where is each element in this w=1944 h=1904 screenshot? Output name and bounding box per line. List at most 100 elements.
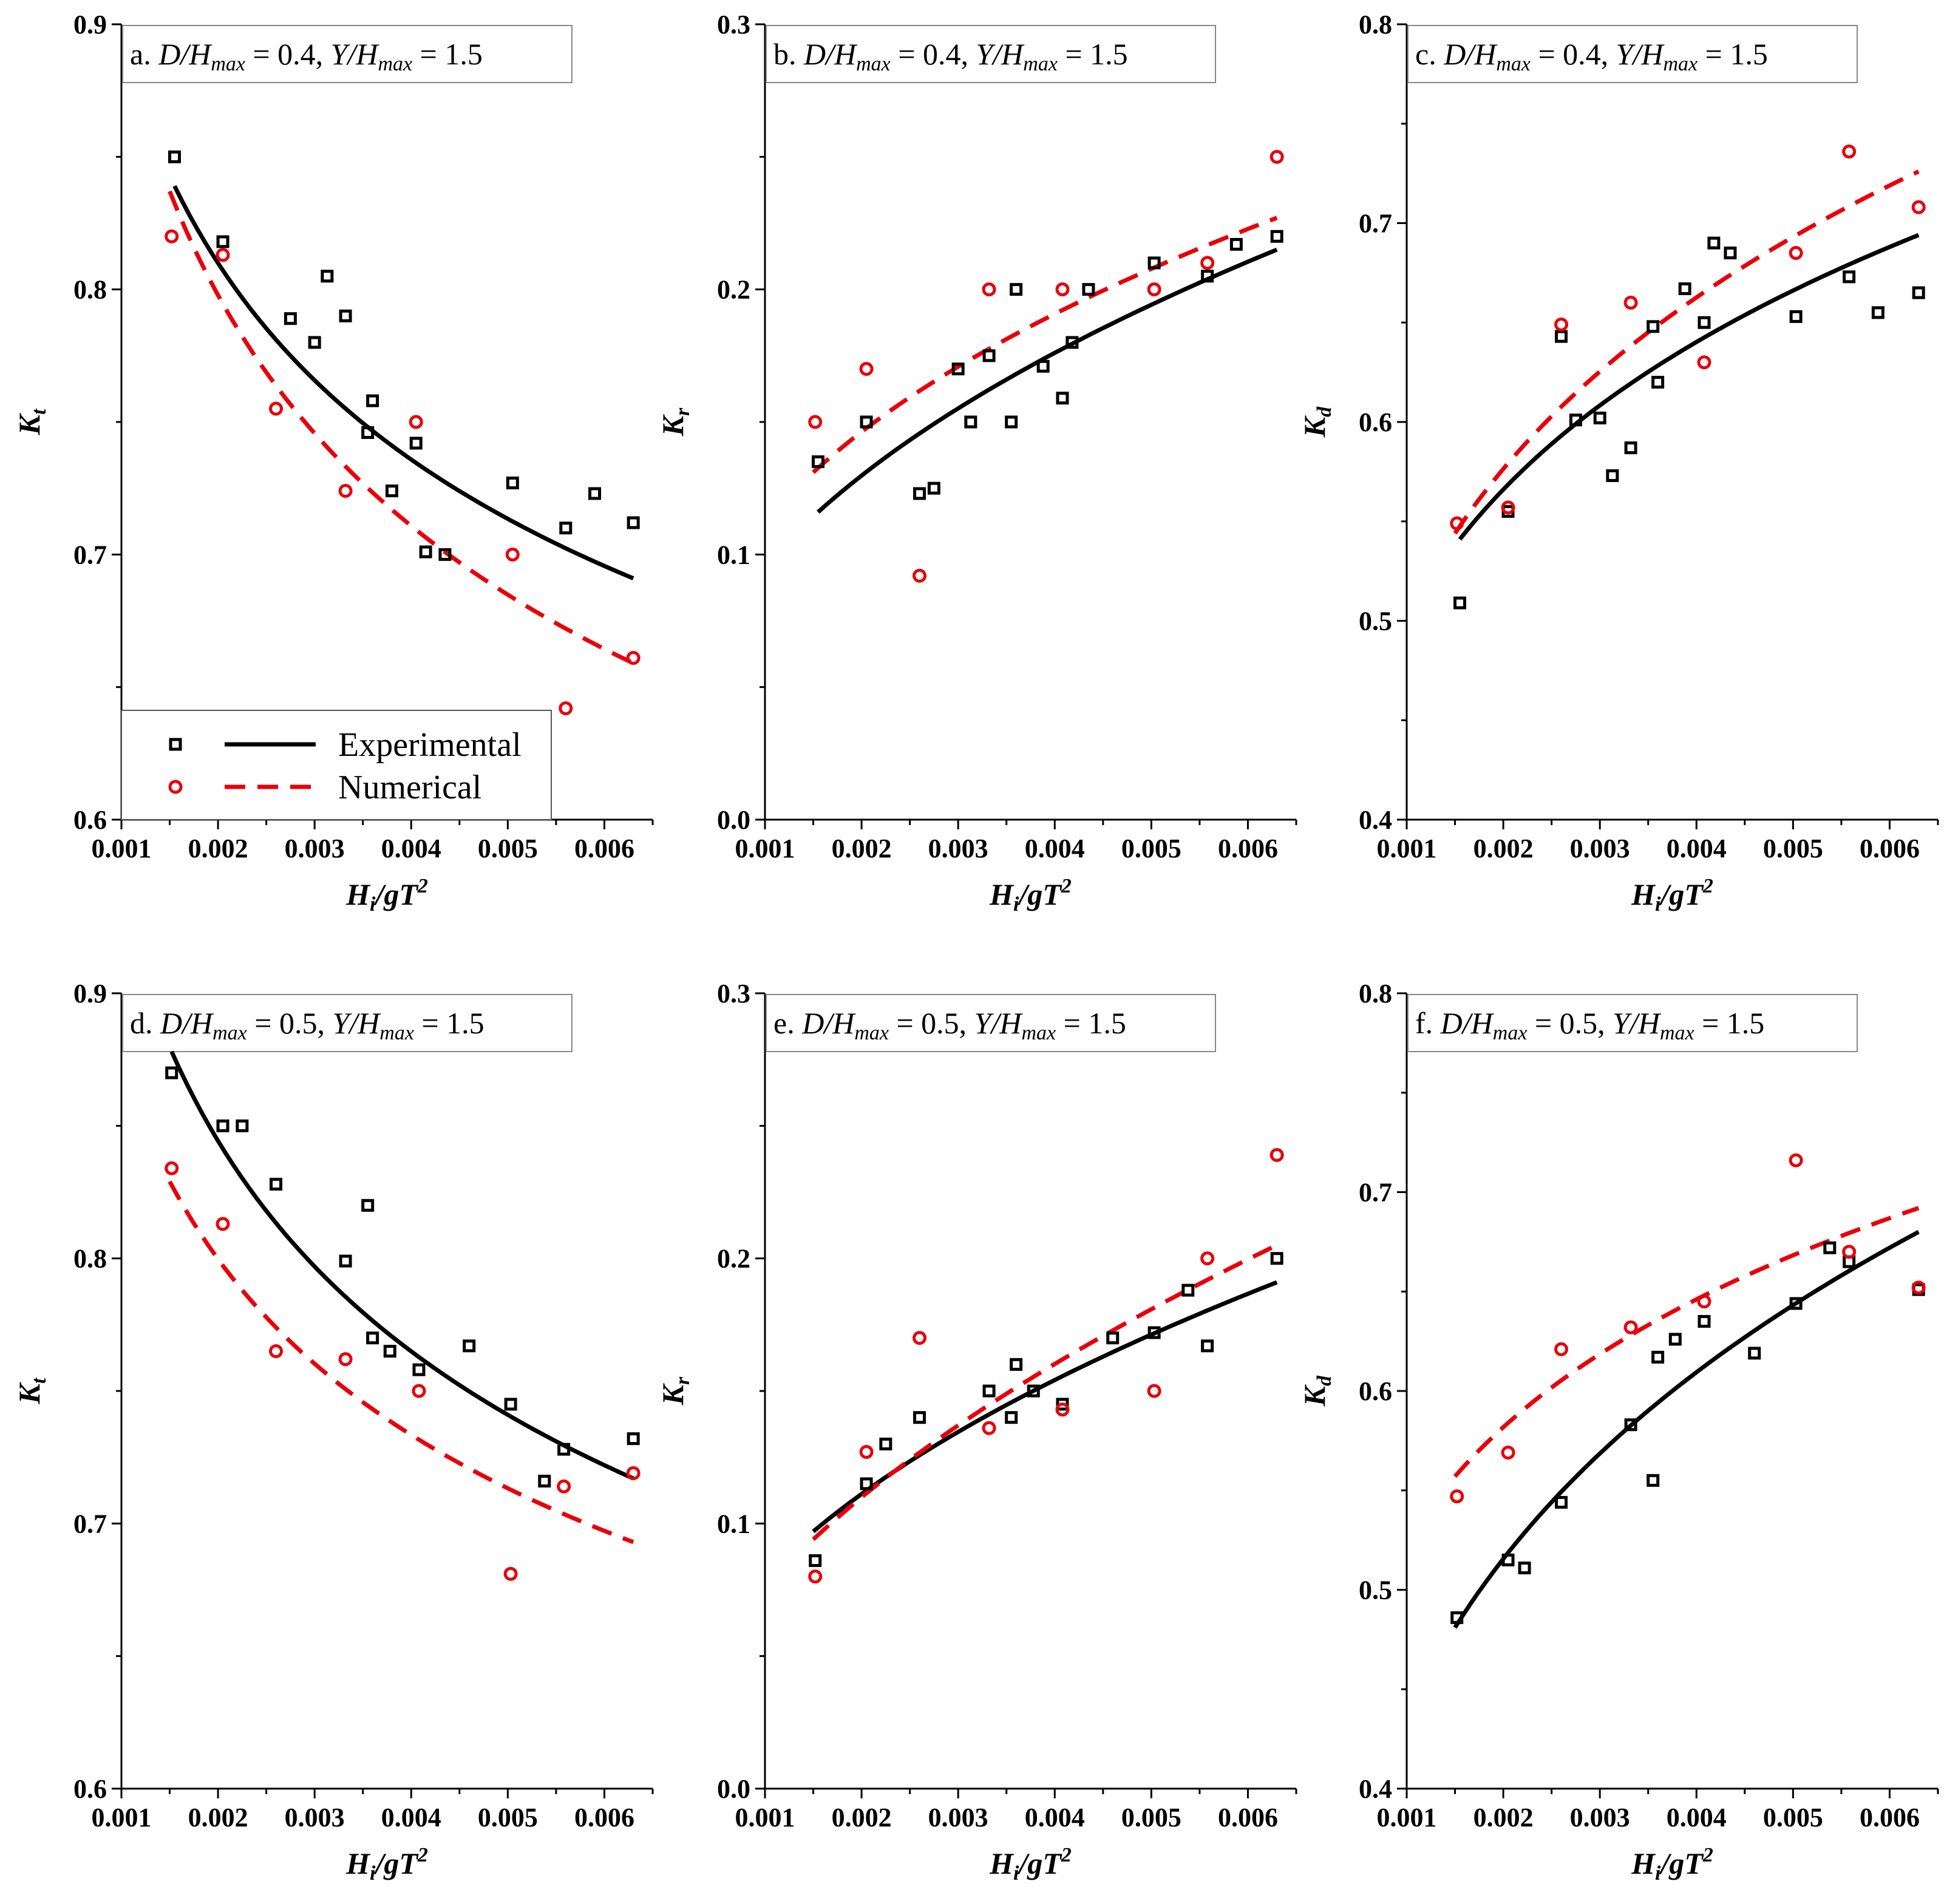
numerical-point — [913, 568, 927, 583]
x-tick-label: 0.002 — [1473, 1803, 1534, 1832]
numerical-fit-line — [1453, 1206, 1920, 1478]
y-tick-label: 0.8 — [73, 1244, 107, 1274]
experimental-point — [216, 235, 229, 248]
panel-title: c. D/Hmax = 0.4, Y/Hmax = 1.5 — [1407, 25, 1858, 83]
x-tick-label: 0.002 — [188, 834, 248, 863]
panel-title: b. D/Hmax = 0.4, Y/Hmax = 1.5 — [766, 25, 1216, 83]
experimental-point — [982, 1384, 996, 1398]
numerical-point — [505, 547, 520, 562]
x-tick-label: 0.002 — [188, 1803, 248, 1832]
panel-title-box — [122, 25, 573, 83]
y-tick-label: 0.4 — [1359, 805, 1392, 835]
numerical-point — [1200, 256, 1215, 270]
numerical-point — [409, 415, 423, 429]
x-tick-label: 0.006 — [1860, 1803, 1920, 1832]
numerical-point — [1789, 1153, 1803, 1168]
experimental-point — [1270, 229, 1283, 243]
experimental-point — [1201, 270, 1214, 283]
y-tick-label: 0.6 — [73, 805, 107, 835]
numerical-point — [1789, 246, 1803, 260]
numerical-point — [1450, 516, 1464, 531]
experimental-point — [1569, 413, 1582, 427]
experimental-point — [627, 1432, 640, 1446]
numerical-point — [808, 415, 823, 429]
experimental-point — [1005, 1411, 1018, 1424]
chart-panel-d: 0.001 0.002 0.003 0.004 0.005 0.006 0.6 0.7 0.8 0… — [12, 979, 654, 1885]
experimental-point — [1501, 1553, 1515, 1566]
experimental-point — [1668, 1333, 1682, 1346]
y-tick-label: 0.9 — [73, 10, 107, 39]
panel-title-text: b. D/Hmax = 0.4, Y/Hmax = 1.5 — [773, 37, 1128, 75]
experimental-fit-line — [812, 1280, 1278, 1534]
numerical-point — [216, 248, 230, 262]
y-tick-label: 0.0 — [717, 1774, 750, 1804]
panel-title-box — [122, 994, 573, 1052]
experimental-point — [419, 545, 432, 559]
numerical-fit-line — [1453, 169, 1920, 535]
experimental-point — [1724, 246, 1737, 260]
numerical-point — [859, 362, 874, 376]
panel-title-box — [766, 994, 1216, 1052]
x-tick-label: 0.004 — [381, 834, 441, 863]
y-tick-label: 0.8 — [1359, 979, 1392, 1008]
legend-experimental-marker — [169, 738, 182, 751]
experimental-point — [1027, 1384, 1040, 1398]
x-tick-label: 0.006 — [1218, 1803, 1278, 1832]
y-tick-label: 0.7 — [1359, 1178, 1392, 1208]
chart-panel-c: 0.001 0.002 0.003 0.004 0.005 0.006 0.4 0.5 0.6 0… — [1297, 10, 1939, 916]
x-tick-label: 0.003 — [285, 834, 345, 863]
numerical-fit-line — [168, 190, 634, 665]
panel-title-text: a. D/Hmax = 0.4, Y/Hmax = 1.5 — [130, 37, 483, 75]
y-tick-label: 0.7 — [73, 540, 107, 570]
x-tick-label: 0.003 — [928, 834, 988, 863]
experimental-point — [1678, 282, 1691, 296]
panel-title-text: e. D/Hmax = 0.5, Y/Hmax = 1.5 — [773, 1006, 1126, 1044]
x-tick-label: 0.001 — [735, 834, 795, 863]
experimental-point — [412, 1363, 426, 1376]
experimental-point — [927, 481, 940, 495]
numerical-point — [1842, 144, 1857, 159]
y-tick-label: 0.6 — [1359, 407, 1392, 437]
experimental-point — [538, 1474, 551, 1487]
x-tick-label: 0.003 — [928, 1803, 988, 1832]
panel-title-text: c. D/Hmax = 0.4, Y/Hmax = 1.5 — [1415, 37, 1768, 75]
experimental-point — [1036, 359, 1050, 373]
panel-title-box — [1407, 994, 1858, 1052]
experimental-point — [1147, 256, 1161, 270]
x-tick-label: 0.001 — [735, 1803, 795, 1832]
experimental-point — [557, 1443, 571, 1456]
x-axis-label: Hi/gT2 — [989, 1844, 1072, 1885]
x-tick-label: 0.001 — [92, 834, 152, 863]
experimental-point — [168, 150, 181, 163]
numerical-point — [1623, 296, 1638, 310]
numerical-point — [412, 1384, 426, 1398]
y-axis-label: Kr — [656, 407, 694, 437]
experimental-point — [321, 270, 334, 283]
experimental-point — [1624, 1418, 1637, 1432]
numerical-point — [1554, 318, 1569, 332]
y-tick-label: 0.4 — [1359, 1774, 1392, 1804]
y-tick-label: 0.2 — [717, 275, 750, 305]
numerical-point — [269, 401, 284, 416]
numerical-point — [859, 1444, 874, 1459]
x-tick-label: 0.006 — [574, 1803, 634, 1832]
x-tick-label: 0.002 — [832, 834, 892, 863]
experimental-point — [361, 426, 375, 439]
legend-numerical-marker — [168, 780, 183, 794]
x-tick-label: 0.006 — [1860, 834, 1920, 863]
experimental-fit-line — [172, 185, 634, 580]
numerical-point — [1501, 500, 1515, 515]
experimental-point — [216, 1119, 229, 1132]
x-tick-label: 0.002 — [832, 1803, 892, 1832]
experimental-point — [308, 336, 321, 349]
x-tick-label: 0.005 — [478, 1803, 538, 1832]
y-tick-label: 0.1 — [717, 1509, 750, 1538]
x-tick-label: 0.001 — [1377, 1803, 1437, 1832]
experimental-point — [559, 522, 573, 535]
numerical-fit-line — [168, 1180, 634, 1545]
numerical-point — [165, 229, 179, 243]
legend: Experimental Numerical — [121, 710, 552, 820]
x-tick-label: 0.002 — [1473, 834, 1534, 863]
y-tick-label: 0.7 — [1359, 209, 1392, 239]
x-tick-label: 0.001 — [1377, 834, 1437, 863]
